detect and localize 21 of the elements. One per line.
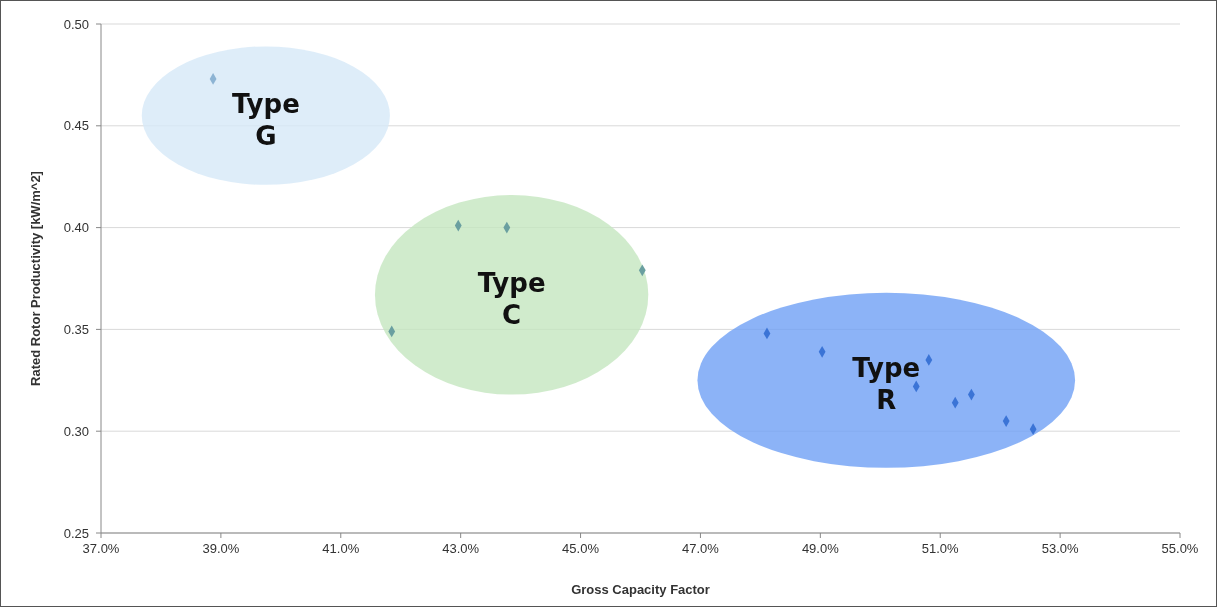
y-tick-label: 0.30 — [63, 423, 89, 439]
y-tick-label: 0.40 — [63, 220, 89, 236]
series-label: Type C — [477, 267, 546, 330]
x-tick-label: 47.0% — [682, 541, 720, 556]
x-tick-label: 45.0% — [562, 541, 600, 556]
x-tick-label: 51.0% — [921, 541, 960, 556]
series-label: Type R — [852, 353, 921, 416]
y-tick-label: 0.35 — [63, 321, 89, 337]
y-tick-label: 0.45 — [63, 118, 89, 134]
x-tick-label: 37.0% — [82, 541, 120, 556]
y-tick-label: 0.50 — [63, 16, 89, 32]
x-tick-label: 55.0% — [1161, 541, 1199, 556]
x-tick-label: 43.0% — [442, 541, 480, 556]
y-axis-title: Rated Rotor Productivity [kW/m^2] — [28, 171, 43, 386]
x-tick-label: 39.0% — [202, 541, 240, 556]
x-tick-label: 53.0% — [1041, 541, 1079, 556]
x-axis-title: Gross Capacity Factor — [571, 582, 710, 597]
x-tick-label: 49.0% — [801, 541, 840, 556]
series-label: Type G — [231, 88, 300, 151]
y-tick-label: 0.25 — [63, 525, 89, 541]
x-tick-label: 41.0% — [322, 541, 360, 556]
